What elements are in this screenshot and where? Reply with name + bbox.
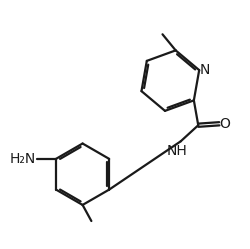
Text: O: O: [219, 117, 230, 131]
Text: H₂N: H₂N: [9, 152, 36, 166]
Text: NH: NH: [167, 144, 188, 158]
Text: N: N: [199, 62, 210, 76]
